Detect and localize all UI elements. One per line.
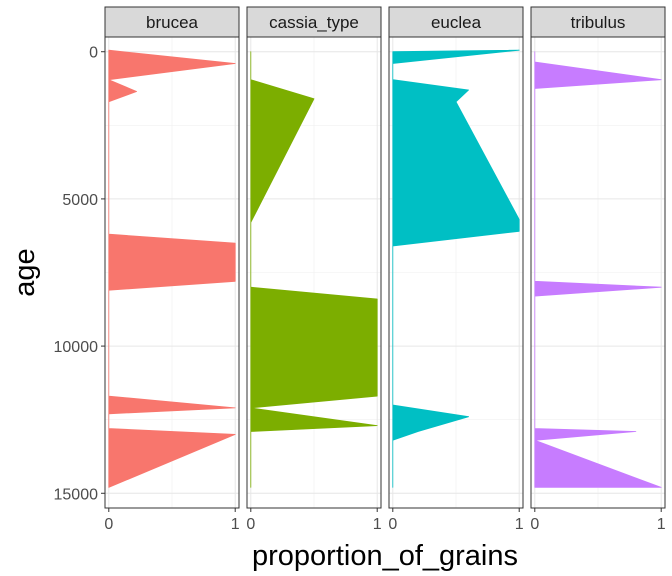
facet-strip [530, 6, 666, 38]
y-tick-label: 0 [89, 45, 98, 62]
area-tribulus [534, 51, 662, 488]
area-euclea [392, 49, 520, 488]
facet-label: brucea [146, 13, 199, 32]
y-tick-label: 15000 [54, 486, 99, 503]
facet-strip [104, 6, 240, 38]
facet-label: tribulus [571, 13, 626, 32]
area-brucea [108, 49, 236, 488]
y-axis-title: age [9, 248, 41, 296]
x-tick-label: 0 [530, 516, 539, 533]
x-tick-label: 0 [246, 516, 255, 533]
facet-label: cassia_type [269, 13, 359, 32]
y-tick-label: 5000 [62, 192, 98, 209]
x-tick-label: 1 [657, 516, 666, 533]
y-tick-label: 10000 [54, 339, 99, 356]
facet-label: euclea [431, 13, 482, 32]
facet-strip [388, 6, 524, 38]
x-axis-title: proportion_of_grains [252, 540, 518, 572]
x-tick-label: 0 [388, 516, 397, 533]
x-tick-label: 1 [515, 516, 524, 533]
x-tick-label: 1 [373, 516, 382, 533]
x-tick-label: 0 [104, 516, 113, 533]
x-tick-label: 1 [231, 516, 240, 533]
facet-strip [246, 6, 382, 38]
area-cassia_type [250, 51, 378, 488]
